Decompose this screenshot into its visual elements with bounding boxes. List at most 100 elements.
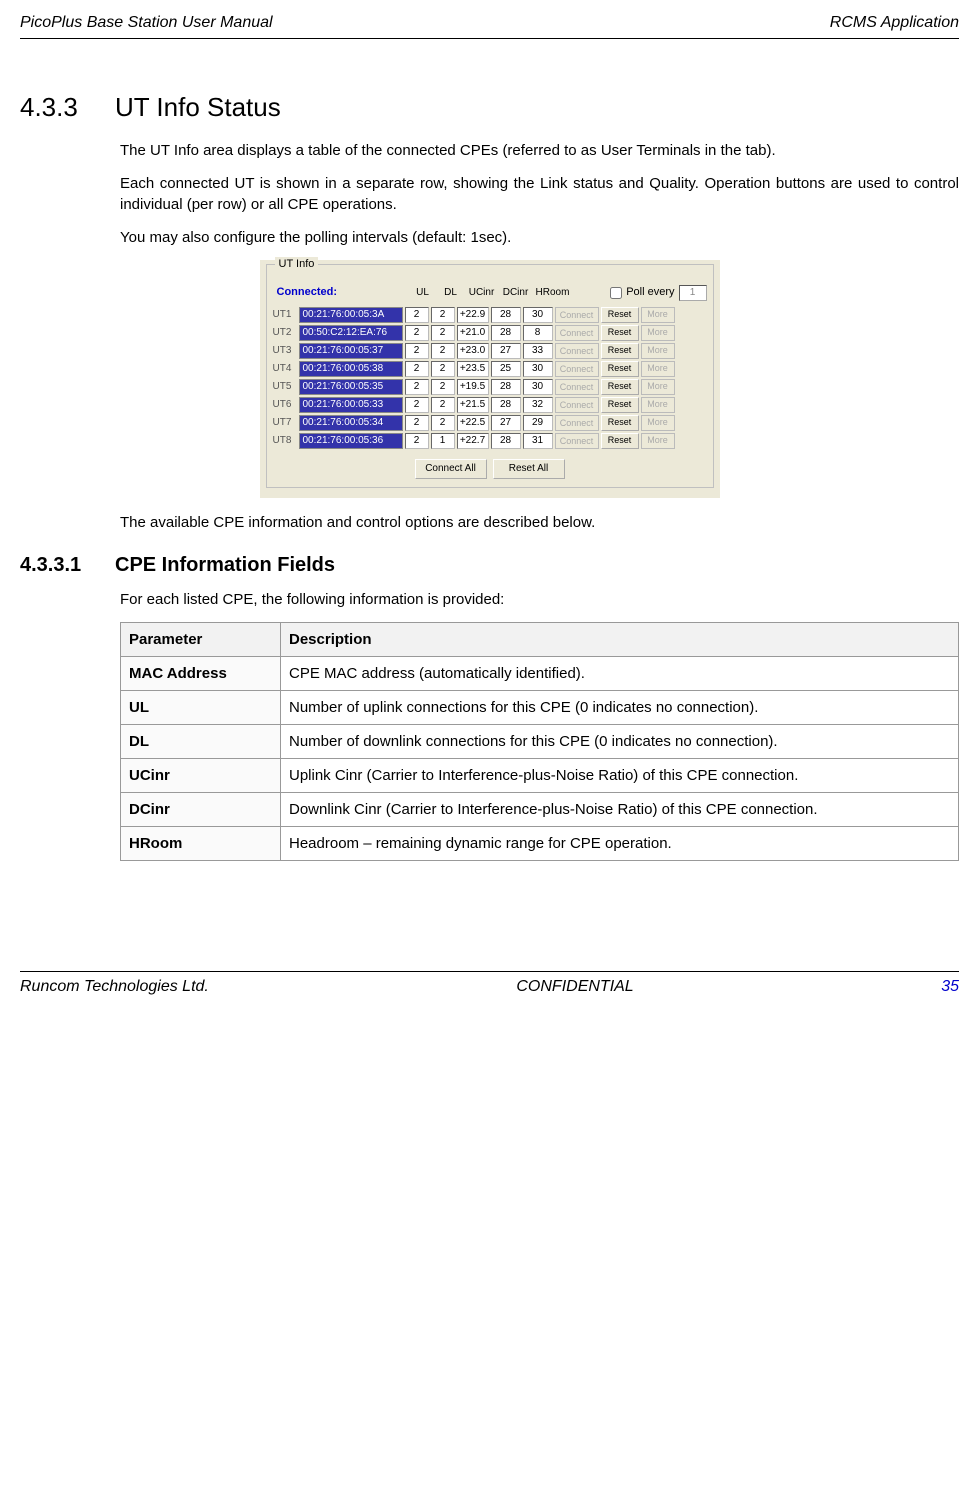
- ul-value: 2: [405, 325, 429, 341]
- dcinr-value: 27: [491, 415, 521, 431]
- footer-center: CONFIDENTIAL: [516, 976, 633, 998]
- more-button: More: [641, 325, 675, 341]
- hroom-value: 33: [523, 343, 553, 359]
- more-button: More: [641, 307, 675, 323]
- more-button: More: [641, 433, 675, 449]
- ul-value: 2: [405, 307, 429, 323]
- section-433-heading: 4.3.3UT Info Status: [20, 89, 959, 125]
- param-name: UL: [121, 690, 281, 724]
- ut-id: UT7: [273, 416, 297, 430]
- mac-address[interactable]: 00:21:76:00:05:3A: [299, 307, 403, 323]
- reset-button[interactable]: Reset: [601, 361, 639, 377]
- mac-address[interactable]: 00:21:76:00:05:34: [299, 415, 403, 431]
- table-row: DLNumber of downlink connections for thi…: [121, 724, 959, 758]
- sec433-p4: The available CPE information and contro…: [120, 512, 959, 533]
- table-row: MAC Address CPE MAC address (automatical…: [121, 656, 959, 690]
- param-desc: CPE MAC address (automatically identifie…: [281, 656, 959, 690]
- ul-value: 2: [405, 361, 429, 377]
- section-4331-heading: 4.3.3.1CPE Information Fields: [20, 551, 959, 579]
- more-button: More: [641, 379, 675, 395]
- col-hroom: HRoom: [533, 286, 573, 300]
- reset-button[interactable]: Reset: [601, 307, 639, 323]
- header-left: PicoPlus Base Station User Manual: [20, 12, 273, 34]
- param-desc: Number of downlink connections for this …: [281, 724, 959, 758]
- connect-button: Connect: [555, 361, 599, 377]
- ucinr-value: +23.5: [457, 361, 489, 377]
- reset-all-button[interactable]: Reset All: [493, 459, 565, 479]
- reset-button[interactable]: Reset: [601, 379, 639, 395]
- ul-value: 2: [405, 343, 429, 359]
- header-right: RCMS Application: [830, 12, 959, 34]
- connect-button: Connect: [555, 307, 599, 323]
- reset-button[interactable]: Reset: [601, 397, 639, 413]
- th-description: Description: [281, 622, 959, 656]
- mac-address[interactable]: 00:21:76:00:05:36: [299, 433, 403, 449]
- param-desc: Headroom – remaining dynamic range for C…: [281, 826, 959, 860]
- hroom-value: 30: [523, 307, 553, 323]
- hroom-value: 30: [523, 379, 553, 395]
- dl-value: 2: [431, 307, 455, 323]
- page-footer: Runcom Technologies Ltd. CONFIDENTIAL 35: [20, 971, 959, 998]
- reset-button[interactable]: Reset: [601, 433, 639, 449]
- ut-id: UT8: [273, 434, 297, 448]
- connect-button: Connect: [555, 343, 599, 359]
- table-row: UCinrUplink Cinr (Carrier to Interferenc…: [121, 758, 959, 792]
- mac-address[interactable]: 00:21:76:00:05:33: [299, 397, 403, 413]
- mac-address[interactable]: 00:21:76:00:05:38: [299, 361, 403, 377]
- ut-id: UT6: [273, 398, 297, 412]
- sec4331-intro: For each listed CPE, the following infor…: [120, 589, 959, 610]
- dl-value: 2: [431, 343, 455, 359]
- groupbox-label: UT Info: [275, 257, 319, 272]
- dcinr-value: 28: [491, 325, 521, 341]
- ut-row: UT600:21:76:00:05:3322+21.52832ConnectRe…: [273, 397, 707, 413]
- hroom-value: 29: [523, 415, 553, 431]
- table-row: DCinrDownlink Cinr (Carrier to Interfere…: [121, 792, 959, 826]
- ut-row: UT300:21:76:00:05:3722+23.02733ConnectRe…: [273, 343, 707, 359]
- section-433-title: UT Info Status: [115, 92, 281, 122]
- param-desc: Downlink Cinr (Carrier to Interference-p…: [281, 792, 959, 826]
- dcinr-value: 28: [491, 397, 521, 413]
- sec433-p2: Each connected UT is shown in a separate…: [120, 173, 959, 215]
- ucinr-value: +21.5: [457, 397, 489, 413]
- mac-address[interactable]: 00:50:C2:12:EA:76: [299, 325, 403, 341]
- footer-left: Runcom Technologies Ltd.: [20, 976, 209, 998]
- poll-label: Poll every: [626, 285, 674, 300]
- footer-page-number: 35: [941, 976, 959, 998]
- param-desc: Uplink Cinr (Carrier to Interference-plu…: [281, 758, 959, 792]
- sec433-p3: You may also configure the polling inter…: [120, 227, 959, 248]
- param-name: UCinr: [121, 758, 281, 792]
- more-button: More: [641, 397, 675, 413]
- mac-address[interactable]: 00:21:76:00:05:37: [299, 343, 403, 359]
- reset-button[interactable]: Reset: [601, 325, 639, 341]
- col-dcinr: DCinr: [499, 286, 533, 300]
- page-header: PicoPlus Base Station User Manual RCMS A…: [20, 0, 959, 39]
- dcinr-value: 27: [491, 343, 521, 359]
- more-button: More: [641, 361, 675, 377]
- ul-value: 2: [405, 379, 429, 395]
- table-row: HRoomHeadroom – remaining dynamic range …: [121, 826, 959, 860]
- poll-checkbox[interactable]: [610, 287, 622, 299]
- ucinr-value: +23.0: [457, 343, 489, 359]
- ut-row: UT500:21:76:00:05:3522+19.52830ConnectRe…: [273, 379, 707, 395]
- poll-value[interactable]: 1: [679, 285, 707, 301]
- ul-value: 2: [405, 433, 429, 449]
- more-button: More: [641, 343, 675, 359]
- ut-header-row: Connected: UL DL UCinr DCinr HRoom Poll …: [273, 285, 707, 301]
- ut-id: UT4: [273, 362, 297, 376]
- mac-address[interactable]: 00:21:76:00:05:35: [299, 379, 403, 395]
- section-433-num: 4.3.3: [20, 89, 115, 125]
- dl-value: 2: [431, 397, 455, 413]
- reset-button[interactable]: Reset: [601, 415, 639, 431]
- ut-row: UT200:50:C2:12:EA:7622+21.0288ConnectRes…: [273, 325, 707, 341]
- ucinr-value: +22.5: [457, 415, 489, 431]
- ut-id: UT2: [273, 326, 297, 340]
- dcinr-value: 28: [491, 433, 521, 449]
- hroom-value: 32: [523, 397, 553, 413]
- reset-button[interactable]: Reset: [601, 343, 639, 359]
- hroom-value: 31: [523, 433, 553, 449]
- connect-all-button[interactable]: Connect All: [415, 459, 487, 479]
- dcinr-value: 28: [491, 379, 521, 395]
- ul-value: 2: [405, 415, 429, 431]
- connect-button: Connect: [555, 397, 599, 413]
- param-name: MAC Address: [121, 656, 281, 690]
